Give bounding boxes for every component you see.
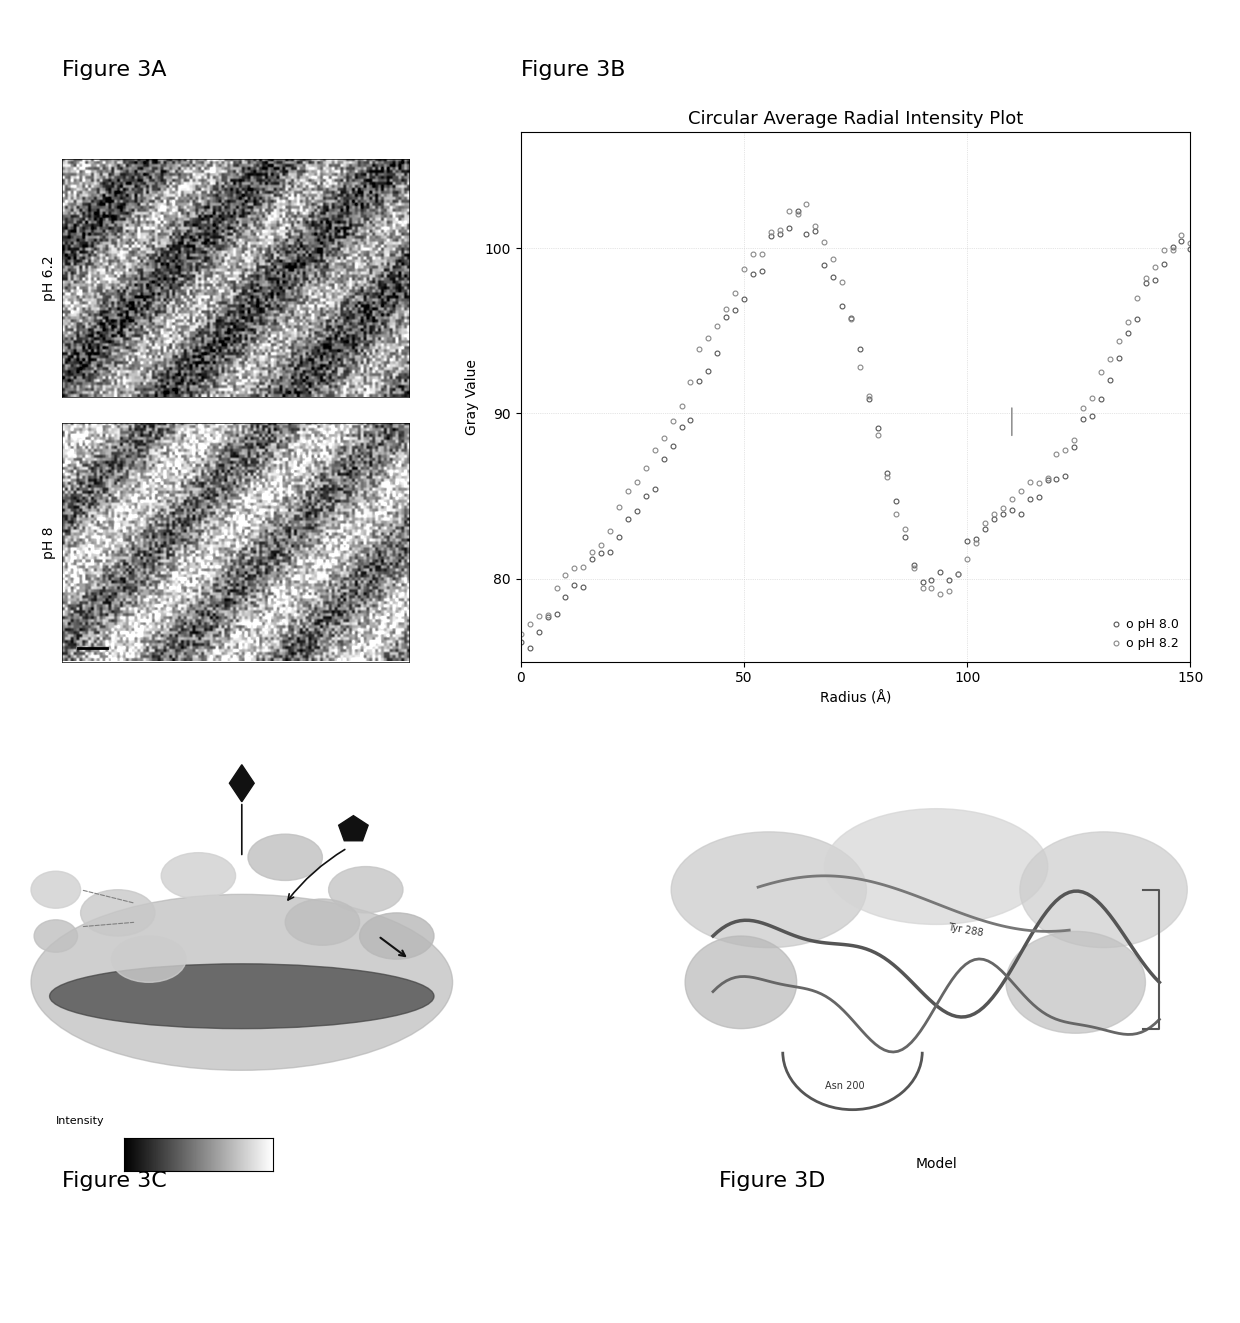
Ellipse shape xyxy=(81,890,155,937)
o pH 8.2 xyxy=(1183,235,1198,251)
Ellipse shape xyxy=(31,894,453,1070)
Legend: o pH 8.0, o pH 8.2: o pH 8.0, o pH 8.2 xyxy=(1105,613,1184,655)
o pH 8.0 xyxy=(790,204,805,220)
o pH 8.0 xyxy=(522,640,537,656)
Ellipse shape xyxy=(1021,832,1188,947)
o pH 8.2 xyxy=(951,566,966,582)
o pH 8.0 xyxy=(513,634,528,650)
o pH 8.2 xyxy=(799,196,813,212)
o pH 8.2 xyxy=(1058,442,1073,458)
Y-axis label: Gray Value: Gray Value xyxy=(465,359,479,435)
Circle shape xyxy=(31,872,81,908)
o pH 8.2 xyxy=(870,427,885,443)
Ellipse shape xyxy=(112,937,186,982)
Text: Figure 3A: Figure 3A xyxy=(62,60,166,79)
Text: Asn 200: Asn 200 xyxy=(825,1081,864,1091)
Line: o pH 8.2: o pH 8.2 xyxy=(518,201,1193,636)
Ellipse shape xyxy=(360,913,434,959)
Ellipse shape xyxy=(825,808,1048,925)
Text: Figure 3C: Figure 3C xyxy=(62,1171,166,1191)
Text: Model: Model xyxy=(915,1156,957,1171)
Ellipse shape xyxy=(248,835,322,881)
Ellipse shape xyxy=(671,832,867,947)
o pH 8.0 xyxy=(977,520,992,536)
o pH 8.0 xyxy=(585,550,600,566)
Polygon shape xyxy=(229,765,254,802)
Circle shape xyxy=(35,919,78,953)
o pH 8.0 xyxy=(1066,439,1081,455)
o pH 8.2 xyxy=(575,558,590,574)
o pH 8.0 xyxy=(1183,242,1198,258)
Ellipse shape xyxy=(285,900,360,945)
Ellipse shape xyxy=(329,867,403,913)
Ellipse shape xyxy=(161,853,236,900)
o pH 8.2 xyxy=(513,627,528,643)
o pH 8.0 xyxy=(960,533,975,549)
Text: Figure 3D: Figure 3D xyxy=(719,1171,826,1191)
o pH 8.0 xyxy=(879,464,894,480)
o pH 8.0 xyxy=(754,263,769,279)
Ellipse shape xyxy=(1006,931,1146,1033)
o pH 8.2 xyxy=(745,246,760,262)
X-axis label: Radius (Å): Radius (Å) xyxy=(820,691,892,705)
Text: Figure 3B: Figure 3B xyxy=(521,60,625,79)
Polygon shape xyxy=(339,815,368,840)
Ellipse shape xyxy=(686,937,797,1029)
Line: o pH 8.0: o pH 8.0 xyxy=(518,209,1193,651)
Title: Circular Average Radial Intensity Plot: Circular Average Radial Intensity Plot xyxy=(688,110,1023,128)
o pH 8.2 xyxy=(968,536,983,552)
Text: Intensity: Intensity xyxy=(56,1117,104,1126)
Y-axis label: pH 8: pH 8 xyxy=(42,527,57,558)
Text: Tyr 288: Tyr 288 xyxy=(947,922,985,938)
Y-axis label: pH 6.2: pH 6.2 xyxy=(42,255,57,300)
Ellipse shape xyxy=(50,963,434,1029)
